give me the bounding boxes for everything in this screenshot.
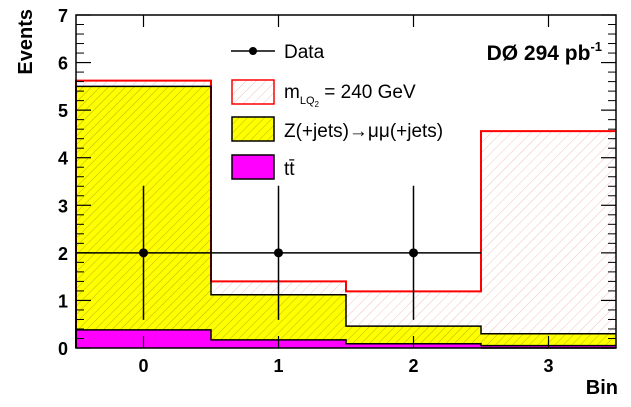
legend-entry-data: Data — [231, 42, 325, 63]
legend-data-label: Data — [284, 42, 325, 63]
data-point — [274, 248, 283, 258]
signal-label-subsub: 2 — [315, 100, 320, 109]
y-tick-label: 4 — [58, 149, 68, 169]
legend-signal-label: mLQ2 = 240 GeV — [284, 82, 416, 109]
y-tick-labels: 0 1 2 3 4 5 6 7 — [58, 6, 68, 359]
signal-label-rest: = 240 GeV — [319, 82, 416, 103]
legend-zjets-swatch — [231, 116, 275, 142]
x-tick-label: 3 — [543, 356, 553, 376]
experiment-annotation: DØ 294 pb-1 — [487, 39, 602, 65]
legend-data-marker — [249, 47, 257, 55]
x-tick-label: 0 — [138, 356, 148, 376]
legend-entry-ttbar: tt̄ — [231, 154, 295, 180]
x-tick-labels: 0 1 2 3 — [138, 356, 553, 376]
y-tick-label: 1 — [58, 291, 68, 311]
data-point — [409, 248, 418, 258]
signal-label-sub: LQ — [300, 95, 315, 107]
legend: Data mLQ2 = 240 GeV Z(+jets)→μμ(+jets) t… — [231, 42, 443, 180]
y-tick-label: 2 — [58, 244, 68, 264]
plot-frame — [75, 14, 617, 349]
y-tick-label: 6 — [58, 54, 68, 74]
legend-zjets-label: Z(+jets)→μμ(+jets) — [284, 121, 443, 142]
legend-signal-swatch — [231, 79, 275, 105]
y-tick-label: 3 — [58, 196, 68, 216]
legend-entry-zjets: Z(+jets)→μμ(+jets) — [231, 116, 443, 142]
annotation-superscript: -1 — [590, 39, 602, 54]
y-tick-label: 5 — [58, 101, 68, 121]
x-tick-label: 1 — [273, 356, 283, 376]
y-axis-label: Events — [15, 9, 37, 75]
y-tick-label: 0 — [58, 339, 68, 359]
y-tick-label: 7 — [58, 6, 68, 26]
signal-bars — [76, 80, 616, 334]
legend-ttbar-label: tt̄ — [284, 159, 295, 180]
zjets-outline — [75, 85, 616, 348]
ttbar-step-line — [75, 329, 616, 348]
annotation-main: DØ 294 pb — [487, 42, 591, 65]
axis-ticks — [76, 14, 616, 349]
signal-bar — [76, 80, 211, 87]
legend-entry-signal: mLQ2 = 240 GeV — [231, 79, 416, 109]
signal-bar — [481, 131, 616, 334]
x-axis-label: Bin — [586, 377, 618, 399]
x-tick-label: 2 — [408, 356, 418, 376]
signal-outline — [75, 79, 616, 348]
signal-step-line — [75, 79, 616, 348]
signal-label-main: m — [284, 82, 300, 103]
zjets-bar — [346, 326, 481, 344]
data-point — [139, 248, 148, 258]
zjets-step-line — [75, 85, 616, 348]
legend-ttbar-swatch — [231, 154, 275, 180]
